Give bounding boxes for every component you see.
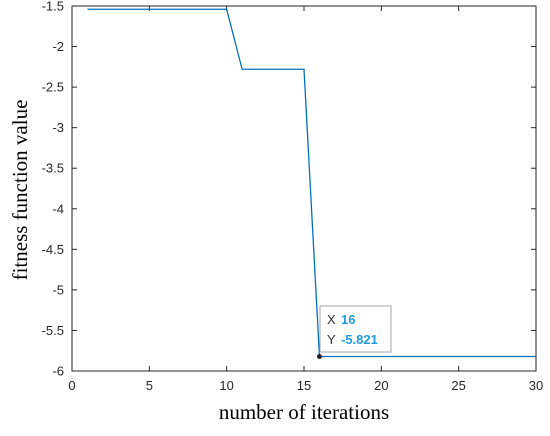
datatip-x-value: 16 [341, 312, 355, 327]
y-axis-title: fitness function value [8, 100, 32, 281]
series-line [87, 8, 536, 358]
ticks-layer: 0 5 10 15 20 25 30 -1.5 -2 -2.5 -3 -3.5 -4 -4.5 -5 -5.5… [42, 0, 544, 393]
plot-area [72, 6, 536, 371]
y-tick-label: -3.5 [42, 161, 64, 176]
y-tick-label: -2.5 [42, 80, 64, 95]
datatip-marker[interactable] [316, 353, 322, 359]
plot-frame [71, 5, 537, 372]
datatip-y-value: -5.821 [341, 332, 378, 347]
x-axis-title: number of iterations [219, 400, 389, 424]
y-tick-label: -2 [52, 39, 64, 54]
datatip-x-label: X [327, 312, 336, 327]
x-tick-label: 10 [219, 378, 233, 393]
x-tick-label: 15 [297, 378, 311, 393]
x-tick-label: 25 [451, 378, 465, 393]
y-tick-label: -4 [52, 201, 64, 216]
y-tick-label: -5.5 [42, 323, 64, 338]
y-tick-label: -4.5 [42, 242, 64, 257]
y-tick-label: -1.5 [42, 0, 64, 14]
series-layer [87, 8, 536, 358]
datatip-y-label: Y [327, 332, 336, 347]
x-tick-label: 0 [68, 378, 75, 393]
x-tick-label: 5 [146, 378, 153, 393]
datatip-box [319, 305, 392, 353]
x-tick-label: 30 [529, 378, 543, 393]
datatip[interactable]: X 16 Y -5.821 [316, 305, 392, 359]
x-tick-label: 20 [374, 378, 388, 393]
y-tick-label: -3 [52, 120, 64, 135]
y-tick-label: -6 [52, 364, 64, 379]
y-tick-label: -5 [52, 282, 64, 297]
